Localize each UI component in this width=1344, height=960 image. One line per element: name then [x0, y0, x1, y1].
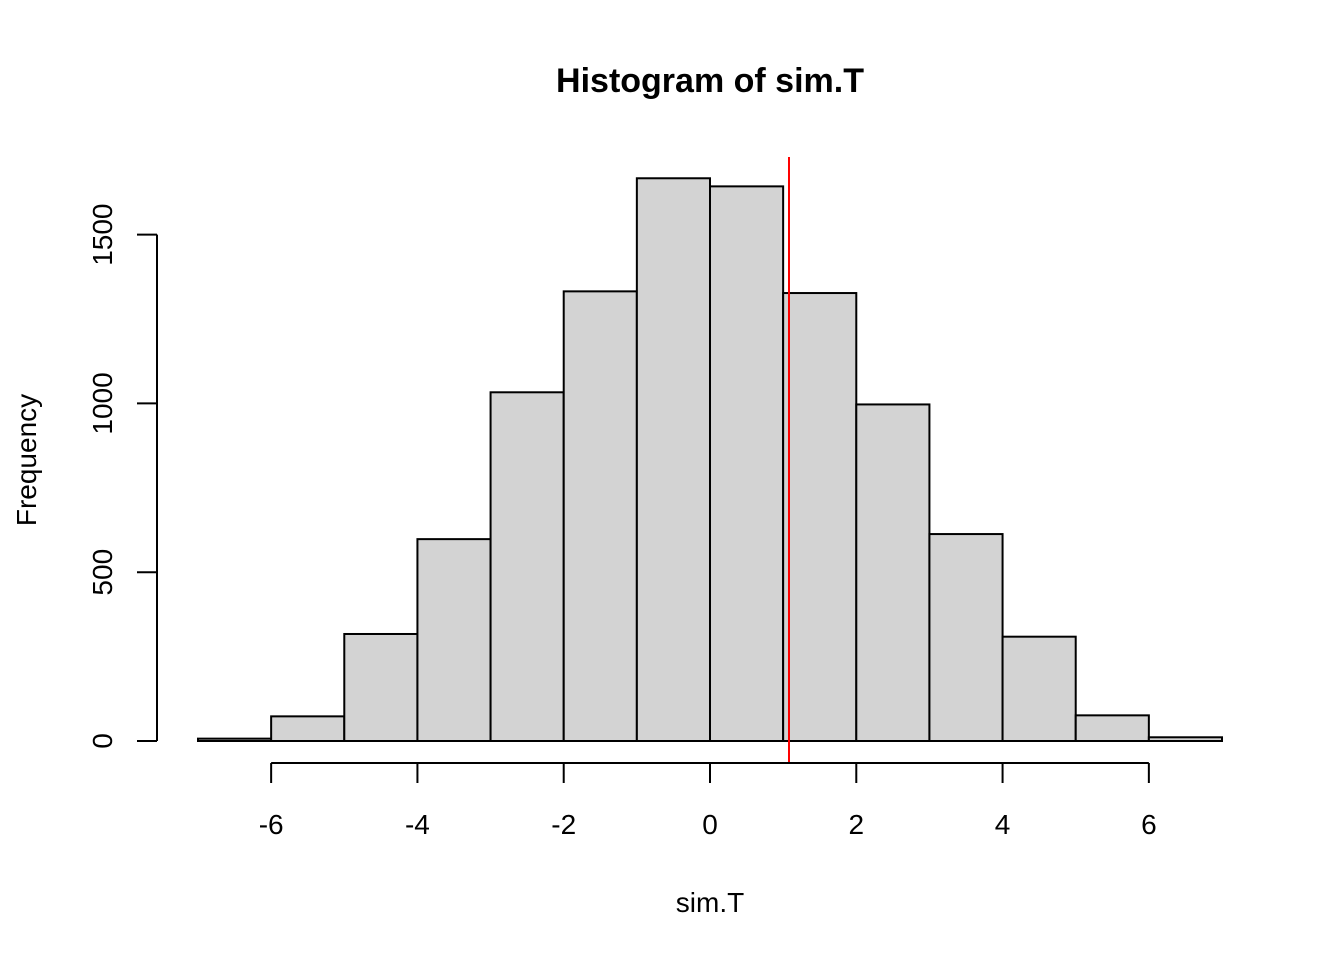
histogram-bar	[635, 177, 711, 743]
y-tick-label: 0	[87, 733, 118, 749]
histogram-bar	[197, 737, 273, 743]
x-axis: -6 -4 -2 0 2 4 6	[259, 762, 1157, 840]
x-axis-label: sim.T	[676, 887, 744, 918]
y-tick-label: 500	[87, 549, 118, 596]
x-tick-label: 0	[702, 809, 718, 840]
histogram-bar	[562, 290, 638, 742]
histogram-bar	[1074, 714, 1150, 742]
x-tick-label: -6	[259, 809, 284, 840]
histogram-bar	[782, 292, 858, 742]
y-tick-label: 1500	[87, 203, 118, 265]
y-axis-label: Frequency	[11, 394, 42, 526]
histogram-bar	[489, 391, 565, 742]
x-tick-label: -2	[551, 809, 576, 840]
x-tick-label: 6	[1141, 809, 1157, 840]
histogram-bar	[416, 538, 492, 742]
chart-title: Histogram of sim.T	[556, 62, 864, 100]
y-axis: 0 500 1000 1500	[87, 203, 158, 749]
histogram-bar	[270, 715, 346, 743]
histogram-bar	[709, 185, 785, 743]
bars-group	[197, 177, 1224, 743]
histogram-bar	[855, 403, 931, 742]
x-tick-label: -4	[405, 809, 430, 840]
histogram-bar	[343, 632, 419, 743]
y-tick-label: 1000	[87, 372, 118, 434]
histogram-bar	[1147, 736, 1224, 742]
x-tick-label: 4	[995, 809, 1011, 840]
histogram-bar	[928, 533, 1004, 743]
histogram-bar	[1001, 635, 1077, 743]
x-tick-label: 2	[848, 809, 864, 840]
